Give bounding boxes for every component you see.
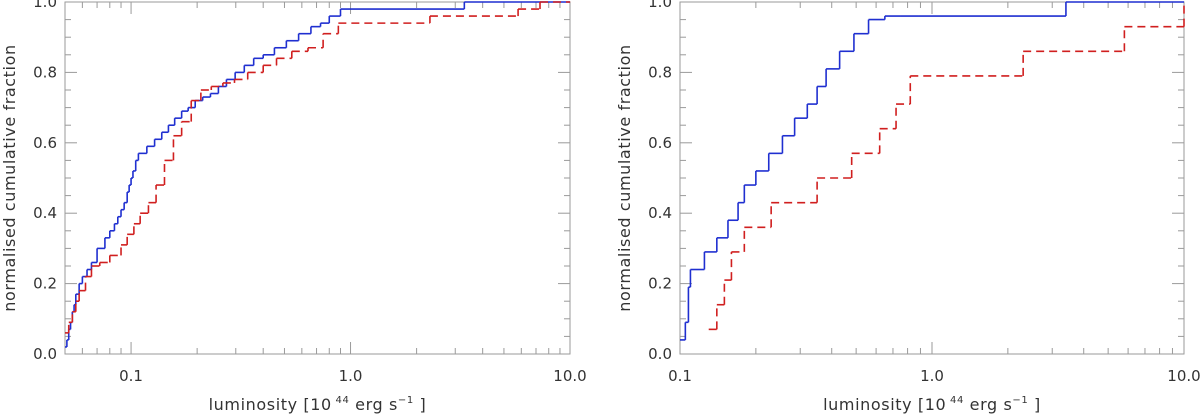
x-axis-label: luminosity [10 44 erg s−1 ] [823, 395, 1041, 414]
x-tick-label: 0.1 [119, 367, 143, 385]
x-tick-label: 10.0 [553, 367, 586, 385]
y-axis-label: normalised cumulative fraction [0, 44, 19, 311]
chart-panel-right: 0.1 1.0 10.0 0.0 0.2 0.4 0.6 0.8 1.0 normalised c… [615, 0, 1200, 414]
y-axis-label: normalised cumulative fraction [615, 44, 634, 311]
series-dashed [65, 1, 570, 334]
x-tick-label: 0.1 [668, 367, 692, 385]
y-tick-label: 1.0 [648, 0, 672, 11]
y-tick-label: 0.0 [648, 345, 672, 363]
y-tick-label: 0.2 [33, 275, 57, 293]
y-tick-label: 0.6 [33, 134, 57, 152]
series-dashed [708, 2, 1185, 331]
y-tick-label: 0.4 [33, 204, 57, 222]
y-tick-label: 0.4 [648, 204, 672, 222]
y-tick-label: 0.2 [648, 275, 672, 293]
x-tick-label: 1.0 [339, 367, 363, 385]
plot-frame [64, 1, 571, 355]
y-tick-label: 0.8 [648, 63, 672, 81]
series-solid [680, 1, 1184, 341]
series-solid [65, 1, 570, 348]
chart-panel-left: 0.1 1.0 10.0 0.0 0.2 0.4 0.6 0.8 1.0 normalised c… [0, 0, 587, 414]
y-tick-label: 0.6 [648, 134, 672, 152]
y-tick-label: 0.8 [33, 63, 57, 81]
y-tick-label: 1.0 [33, 0, 57, 11]
x-tick-label: 1.0 [920, 367, 944, 385]
y-tick-label: 0.0 [33, 345, 57, 363]
x-axis-label: luminosity [10 44 erg s−1 ] [209, 395, 427, 414]
x-tick-label: 10.0 [1167, 367, 1200, 385]
